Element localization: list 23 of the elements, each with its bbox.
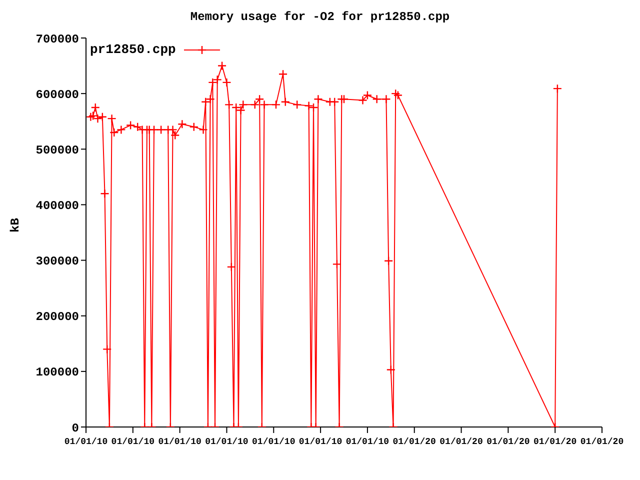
y-tick-label: 500000 (36, 143, 79, 158)
x-tick-label: 01/01/20 (486, 437, 530, 447)
y-tick-label: 700000 (36, 32, 79, 46)
x-tick-label: 01/01/10 (205, 437, 248, 447)
x-tick-label: 01/01/10 (346, 437, 390, 447)
chart-title: Memory usage for -O2 for pr12850.cpp (189, 10, 451, 24)
y-tick-label: 300000 (36, 254, 79, 269)
y-tick-label: 100000 (36, 366, 79, 380)
x-tick-label: 01/01/20 (440, 437, 483, 447)
y-tick-label: 200000 (36, 310, 79, 324)
y-tick-label: 0 (72, 421, 79, 436)
y-tick-label: 400000 (36, 198, 79, 213)
x-tick-label: 01/01/20 (533, 437, 577, 447)
x-tick-label: 01/01/10 (111, 437, 155, 447)
legend-label: pr12850.cpp (90, 42, 176, 57)
x-tick-label: 01/01/10 (298, 437, 342, 447)
y-axis-title: kB (8, 218, 22, 232)
x-tick-label: 01/01/20 (580, 437, 624, 447)
x-tick-label: 01/01/20 (392, 437, 436, 447)
x-tick-label: 01/01/10 (158, 437, 202, 447)
x-tick-label: 01/01/10 (252, 437, 296, 447)
y-tick-label: 600000 (36, 88, 79, 102)
x-tick-label: 01/01/10 (64, 437, 108, 447)
